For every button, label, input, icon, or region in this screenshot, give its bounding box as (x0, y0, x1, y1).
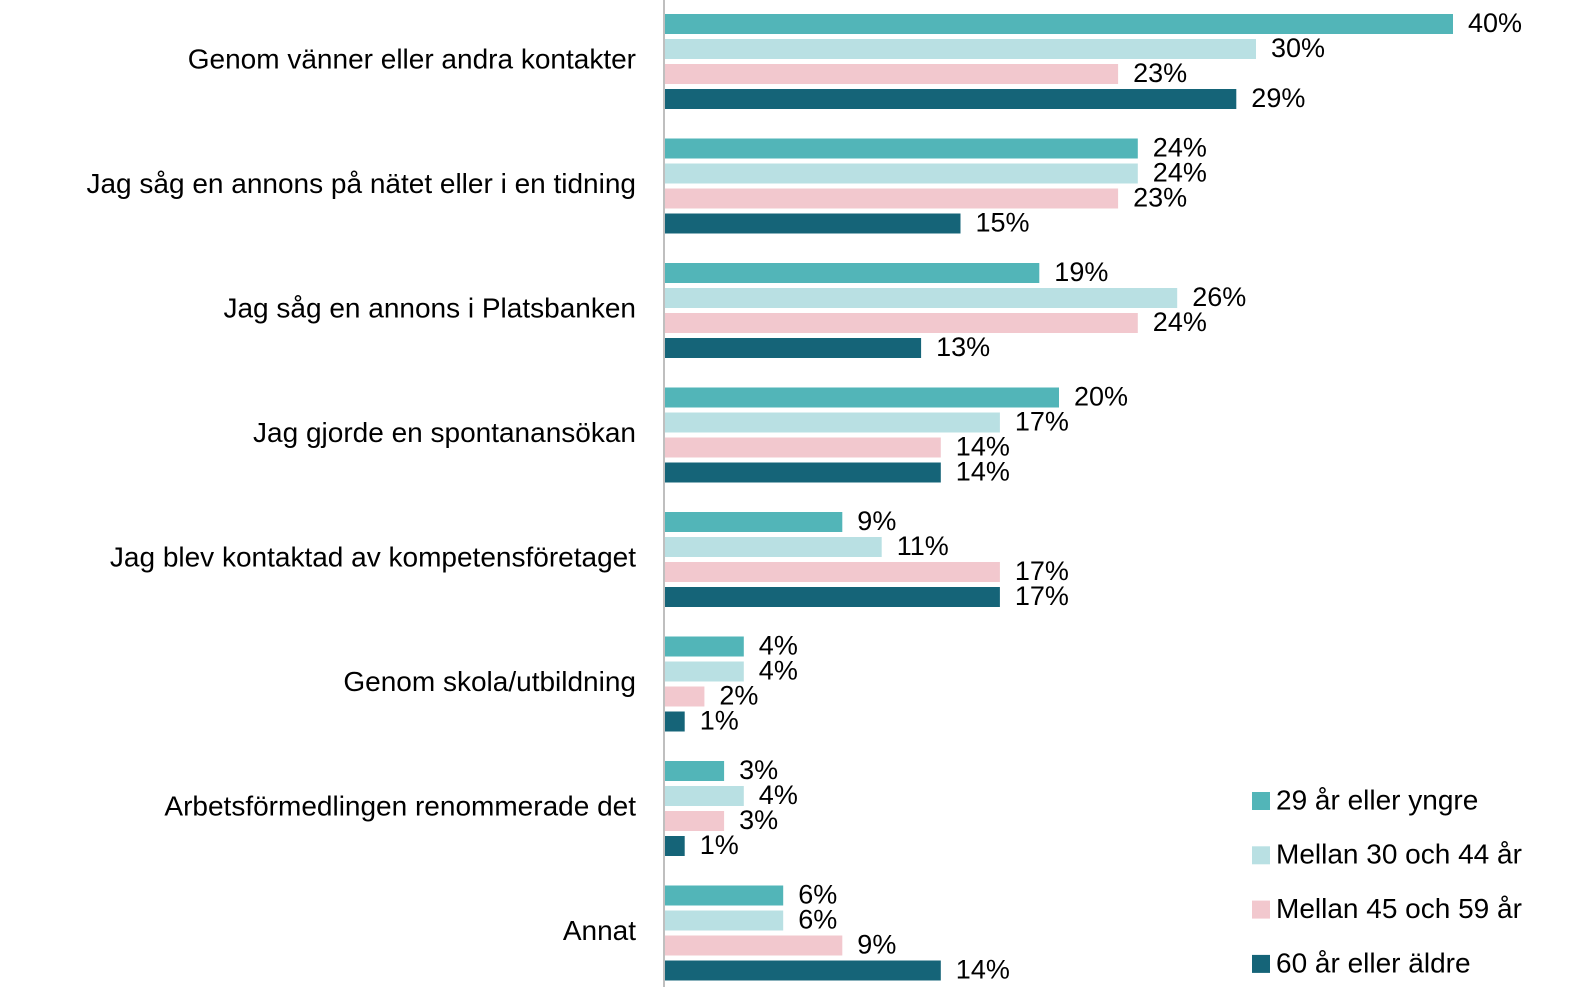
value-label: 13% (936, 332, 990, 362)
legend-swatch (1252, 900, 1270, 919)
value-label: 14% (956, 457, 1010, 487)
bar (665, 537, 882, 557)
value-label: 4% (759, 631, 798, 661)
bar (665, 89, 1237, 109)
value-label: 23% (1133, 58, 1187, 88)
category-label: Jag gjorde en spontanansökan (253, 417, 636, 448)
category-label: Jag blev kontaktad av kompetensföretaget (110, 541, 636, 572)
legend-swatch (1252, 954, 1270, 973)
value-label: 29% (1251, 83, 1305, 113)
bar (665, 811, 725, 831)
value-label: 19% (1054, 257, 1108, 287)
bar (665, 761, 725, 781)
value-label: 17% (1015, 556, 1069, 586)
value-label: 20% (1074, 382, 1128, 412)
value-label: 4% (759, 656, 798, 686)
bar (665, 64, 1119, 84)
bar (665, 14, 1453, 34)
legend-swatch (1252, 846, 1270, 865)
category-label: Jag såg en annons på nätet eller i en ti… (86, 168, 636, 199)
bar (665, 412, 1000, 433)
legend-label: Mellan 45 och 59 år (1276, 893, 1522, 924)
bar (665, 661, 744, 682)
bar (665, 288, 1178, 308)
bar (665, 39, 1256, 59)
category-label: Jag såg en annons i Platsbanken (223, 292, 636, 323)
value-label: 14% (956, 955, 1010, 985)
value-label: 24% (1153, 158, 1207, 188)
bar (665, 462, 941, 483)
bar (665, 437, 941, 458)
value-label: 24% (1153, 307, 1207, 337)
legend-label: Mellan 30 och 44 år (1276, 839, 1522, 870)
bar (665, 163, 1138, 184)
bar (665, 338, 922, 358)
value-label: 15% (976, 208, 1030, 238)
legend-label: 60 år eller äldre (1276, 947, 1471, 978)
bar (665, 786, 744, 806)
category-label: Genom skola/utbildning (343, 666, 636, 697)
bar (665, 686, 705, 707)
bar (665, 313, 1138, 333)
value-label: 1% (700, 706, 739, 736)
bar (665, 138, 1138, 159)
bar (665, 263, 1040, 283)
bar (665, 562, 1000, 582)
value-label: 24% (1153, 133, 1207, 163)
bar (665, 711, 685, 732)
bar (665, 960, 941, 981)
category-label: Arbetsförmedlingen renommerade det (164, 790, 636, 821)
value-label: 26% (1192, 282, 1246, 312)
bar (665, 636, 744, 657)
value-label: 6% (798, 905, 837, 935)
value-label: 3% (739, 755, 778, 785)
value-label: 17% (1015, 581, 1069, 611)
value-label: 9% (857, 506, 896, 536)
bar (665, 387, 1059, 408)
value-label: 40% (1468, 8, 1522, 38)
value-label: 17% (1015, 407, 1069, 437)
value-label: 1% (700, 830, 739, 860)
legend-swatch (1252, 792, 1270, 810)
legend-label: 29 år eller yngre (1276, 784, 1478, 815)
value-label: 4% (759, 780, 798, 810)
value-label: 11% (897, 531, 949, 561)
bar (665, 587, 1000, 607)
value-label: 23% (1133, 183, 1187, 213)
value-label: 30% (1271, 33, 1325, 63)
category-label: Genom vänner eller andra kontakter (188, 43, 636, 74)
bar (665, 188, 1119, 209)
value-label: 2% (719, 681, 758, 711)
bar (665, 213, 961, 234)
value-label: 6% (798, 880, 837, 910)
value-label: 9% (857, 930, 896, 960)
value-label: 14% (956, 432, 1010, 462)
bar (665, 910, 784, 931)
bar (665, 512, 843, 532)
bar (665, 836, 685, 856)
bar (665, 885, 784, 906)
value-label: 3% (739, 805, 778, 835)
bar (665, 935, 843, 956)
category-label: Annat (563, 915, 636, 946)
